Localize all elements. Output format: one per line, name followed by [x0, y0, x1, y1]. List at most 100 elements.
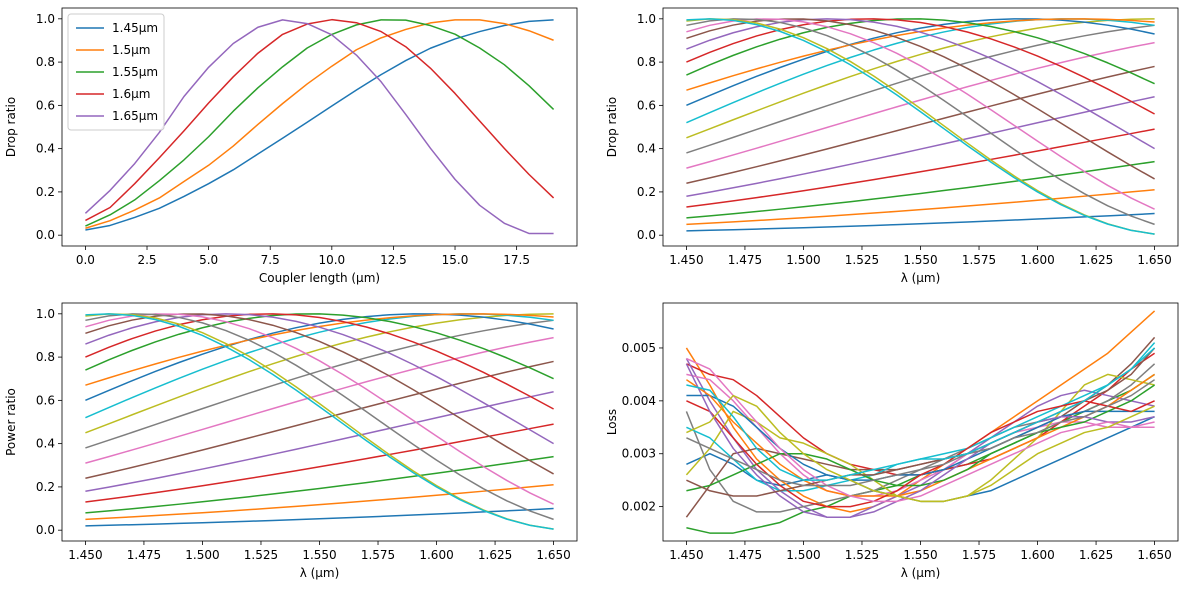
series-line	[686, 352, 1156, 476]
x-tick-label: 1.650	[1137, 548, 1171, 562]
series-line	[686, 18, 1155, 210]
y-tick-label: 0.005	[622, 341, 656, 355]
legend-label: 1.6µm	[112, 87, 150, 101]
series-line	[686, 18, 1155, 235]
y-tick-label: 0.8	[637, 55, 656, 69]
series-line	[85, 313, 554, 410]
series-line	[85, 336, 554, 464]
series-line	[85, 455, 554, 514]
series-line	[686, 394, 1155, 481]
y-tick-label: 0.0	[637, 228, 656, 242]
x-tick-label: 1.450	[68, 548, 102, 562]
series-line	[85, 360, 554, 479]
series-line	[686, 18, 1155, 180]
y-axis-label: Power ratio	[4, 388, 18, 456]
x-tick-label: 1.475	[127, 548, 161, 562]
x-tick-label: 1.475	[728, 548, 762, 562]
x-tick-label: 1.575	[962, 548, 996, 562]
series-line	[85, 484, 554, 521]
x-tick-label: 1.500	[786, 253, 820, 267]
series-line	[85, 18, 555, 222]
x-tick-label: 17.5	[503, 253, 530, 267]
x-tick-label: 1.550	[903, 548, 937, 562]
legend-label: 1.45µm	[112, 21, 158, 35]
series-line	[85, 390, 554, 492]
x-axis-label: λ (µm)	[901, 271, 941, 285]
x-tick-label: 1.525	[244, 548, 278, 562]
y-tick-label: 0.6	[637, 98, 656, 112]
x-tick-label: 1.550	[903, 253, 937, 267]
series-line	[686, 373, 1156, 534]
series-line	[85, 313, 554, 380]
series-line	[686, 18, 1155, 226]
series-line	[85, 19, 554, 229]
x-tick-label: 1.575	[361, 548, 395, 562]
x-tick-label: 1.600	[1020, 253, 1054, 267]
series-line	[686, 189, 1155, 226]
series-line	[686, 160, 1155, 219]
x-tick-label: 1.600	[1020, 548, 1054, 562]
legend-box	[67, 13, 165, 131]
y-tick-label: 0.002	[622, 500, 656, 514]
series-line	[686, 400, 1155, 508]
y-tick-label: 1.0	[36, 12, 55, 26]
legend-label: 1.55µm	[112, 65, 158, 79]
x-tick-label: 0.0	[76, 253, 95, 267]
series-line	[686, 95, 1155, 197]
y-tick-label: 1.0	[36, 307, 55, 321]
series-line	[85, 313, 554, 475]
x-tick-label: 2.5	[137, 253, 156, 267]
series-line	[85, 313, 554, 505]
y-tick-label: 0.2	[36, 185, 55, 199]
series-line	[685, 373, 1156, 497]
series-line	[686, 373, 1155, 497]
y-axis-label: Drop ratio	[605, 97, 619, 157]
series-line	[85, 313, 554, 530]
x-tick-label: 12.5	[380, 253, 407, 267]
y-tick-label: 0.6	[36, 98, 55, 112]
series-line	[686, 128, 1155, 208]
series-line	[686, 357, 1155, 503]
y-tick-label: 0.0	[36, 523, 55, 537]
y-tick-label: 0.2	[637, 185, 656, 199]
y-tick-label: 0.6	[36, 393, 55, 407]
x-tick-label: 15.0	[442, 253, 469, 267]
series-line	[686, 18, 1155, 115]
x-tick-label: 7.5	[261, 253, 280, 267]
plot-frame	[61, 7, 578, 247]
x-tick-label: 1.600	[419, 548, 453, 562]
y-tick-label: 0.4	[36, 142, 55, 156]
series-line	[85, 319, 554, 449]
series-line	[686, 18, 1155, 107]
series-line	[686, 394, 1155, 503]
x-tick-label: 1.450	[669, 253, 703, 267]
series-line	[85, 507, 554, 527]
x-tick-label: 1.550	[302, 548, 336, 562]
series-line	[85, 313, 554, 530]
series-line	[686, 65, 1155, 184]
x-axis-label: Coupler length (µm)	[259, 271, 380, 285]
y-axis-label: Loss	[605, 409, 619, 435]
y-tick-label: 1.0	[637, 12, 656, 26]
series-line	[686, 18, 1155, 235]
series-line	[85, 19, 554, 231]
x-tick-label: 1.525	[845, 253, 879, 267]
series-line	[686, 384, 1156, 492]
x-axis-label: λ (µm)	[300, 566, 340, 580]
series-line	[686, 347, 1156, 481]
series-line	[686, 24, 1155, 154]
x-tick-label: 1.475	[728, 253, 762, 267]
y-tick-label: 0.2	[36, 480, 55, 494]
y-tick-label: 0.8	[36, 55, 55, 69]
x-tick-label: 1.625	[1079, 253, 1113, 267]
x-tick-label: 1.500	[185, 548, 219, 562]
x-tick-label: 5.0	[199, 253, 218, 267]
y-tick-label: 0.004	[622, 394, 656, 408]
legend: 1.45µm 1.5µm 1.55µm 1.6µm 1.65µm	[67, 13, 165, 131]
series-line	[685, 363, 1155, 518]
x-tick-label: 1.525	[845, 548, 879, 562]
series-line	[686, 18, 1155, 139]
series-line	[686, 379, 1156, 487]
panel-drop-ratio-vs-length: 0.0 2.5 5.0 7.5 10.0 12.5 15.0 17.5 0.0 0.2 0.4 0.6…	[4, 7, 578, 285]
